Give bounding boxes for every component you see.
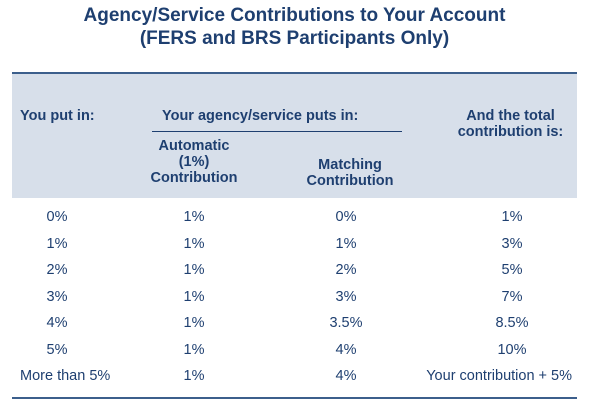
- cell-total: 10%: [497, 341, 527, 358]
- header-matching-contribution: Matching Contribution: [298, 157, 402, 189]
- cell-you-put-in: 0%: [46, 209, 68, 225]
- cell-matching: 4%: [335, 368, 357, 384]
- cell-you-put-in: 4%: [46, 315, 68, 331]
- cell-matching: 3%: [335, 288, 357, 305]
- cell-total: Your contribution + 5%: [426, 368, 572, 384]
- title-line-1: Agency/Service Contributions to Your Acc…: [83, 5, 506, 26]
- cell-total: 3%: [501, 235, 523, 252]
- header-total-contribution: And the total contribution is:: [448, 108, 573, 140]
- cell-automatic: 1%: [183, 209, 205, 225]
- cell-total: 7%: [501, 288, 523, 305]
- table-body: 0% 1% 0% 1% 1% 1% 1% 3% 2% 1% 2% 5% 3% 1…: [12, 207, 577, 393]
- cell-automatic: 1%: [183, 262, 205, 278]
- header-automatic-line-3: Contribution: [150, 170, 238, 186]
- table-row: 3% 1% 3% 7%: [12, 287, 577, 314]
- header-automatic-contribution: Automatic (1%) Contribution: [140, 138, 248, 186]
- cell-you-put-in: 3%: [46, 288, 68, 305]
- table-bottom-rule: [12, 397, 577, 399]
- header-automatic-line-2: (1%): [178, 154, 210, 170]
- cell-total: 1%: [501, 209, 523, 225]
- cell-automatic: 1%: [183, 288, 205, 305]
- header-total-line-1: And the total: [466, 108, 555, 124]
- table-row: 0% 1% 0% 1%: [12, 207, 577, 234]
- cell-automatic: 1%: [183, 315, 205, 331]
- table-header: You put in: Your agency/service puts in:…: [12, 72, 577, 198]
- header-you-put-in: You put in:: [20, 108, 95, 124]
- header-matching-line-2: Contribution: [306, 173, 394, 189]
- cell-automatic: 1%: [183, 235, 205, 252]
- table-row: 5% 1% 4% 10%: [12, 340, 577, 367]
- header-group-divider: [152, 131, 402, 132]
- cell-matching: 4%: [335, 341, 357, 358]
- table-row: 2% 1% 2% 5%: [12, 260, 577, 287]
- header-agency-puts-in: Your agency/service puts in:: [162, 108, 359, 124]
- cell-matching: 0%: [335, 209, 357, 225]
- header-matching-line-1: Matching: [318, 157, 382, 173]
- cell-matching: 1%: [335, 235, 357, 252]
- table-row: More than 5% 1% 4% Your contribution + 5…: [12, 366, 577, 393]
- cell-matching: 2%: [335, 262, 357, 278]
- table-row: 4% 1% 3.5% 8.5%: [12, 313, 577, 340]
- cell-you-put-in: 5%: [46, 341, 68, 358]
- table-title: Agency/Service Contributions to Your Acc…: [0, 4, 589, 50]
- cell-matching: 3.5%: [329, 315, 363, 331]
- cell-you-put-in: 1%: [46, 235, 68, 252]
- cell-automatic: 1%: [183, 368, 205, 384]
- cell-automatic: 1%: [183, 341, 205, 358]
- header-automatic-line-1: Automatic: [158, 138, 230, 154]
- cell-you-put-in: 2%: [46, 262, 68, 278]
- cell-total: 5%: [501, 262, 523, 278]
- cell-total: 8.5%: [495, 315, 529, 331]
- header-total-line-2: contribution is:: [457, 124, 564, 140]
- title-line-2: (FERS and BRS Participants Only): [139, 28, 450, 49]
- cell-you-put-in: More than 5%: [20, 368, 111, 384]
- table-row: 1% 1% 1% 3%: [12, 234, 577, 261]
